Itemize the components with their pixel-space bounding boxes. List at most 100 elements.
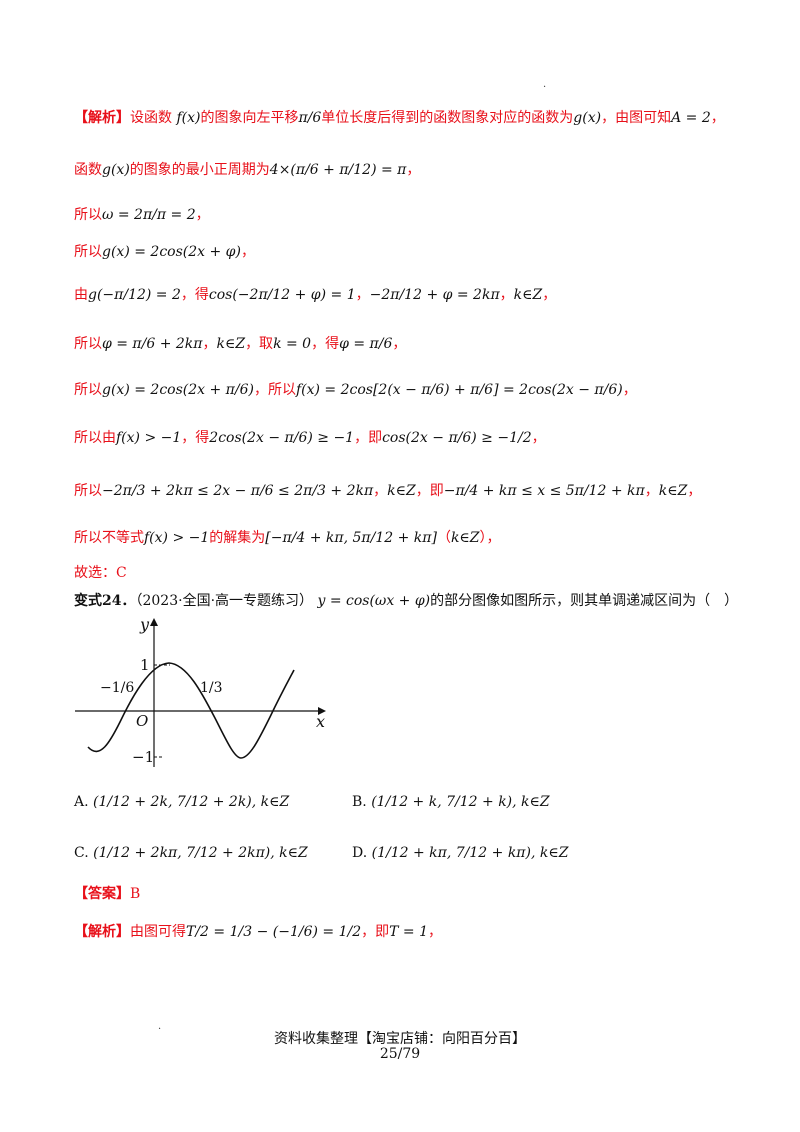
text: ， [196,207,210,223]
text: 所以 [74,244,102,260]
question-line: 变式24．（2023·全国·高一专题练习） y = cos(ωx + φ)的部分… [74,591,740,611]
text: ，即 [361,924,389,940]
answer-value: B [130,886,140,902]
origin-label: O [136,712,148,730]
math-a-eq-2: A = 2 [671,110,711,126]
option-letter: B. [352,794,367,810]
text: 由 [74,287,88,303]
text: ， [202,336,216,352]
math: f(x) = 2cos[2(x − π/6) + π/6] = 2cos(2x … [296,382,623,398]
math: −2π/12 + φ = 2kπ [370,287,500,303]
math-gx: g(x) [573,110,601,126]
tick-1-label: 1 [140,656,150,674]
math: 2cos(2x − π/6) ≥ −1 [209,430,354,446]
text: 由图可得 [130,924,186,940]
tick-neg1-label: −1 [132,748,154,766]
text: 所以 [74,207,102,223]
text: ）， [480,530,501,546]
text: ， [406,162,420,178]
math: −2π/3 + 2kπ ≤ 2x − π/6 ≤ 2π/3 + 2kπ [102,483,373,499]
math: g(x) = 2cos(2x + φ) [102,244,241,260]
solution-line-1: 【解析】设函数 f(x)的图象向左平移π/6单位长度后得到的函数图象对应的函数为… [74,108,740,128]
text: ，即 [354,430,382,446]
solution-line-4: 所以g(x) = 2cos(2x + φ)， [74,242,740,262]
text: ， [532,430,546,446]
label-third: 1/3 [200,680,223,696]
text: ， [542,287,556,303]
solution-line-7: 所以g(x) = 2cos(2x + π/6)，所以f(x) = 2cos[2(… [74,380,740,400]
math: g(x) [102,162,130,178]
math: k∈Z [659,483,688,499]
text: 所以 [74,382,102,398]
solution-line-8: 所以由f(x) > −1，得2cos(2x − π/6) ≥ −1，即cos(2… [74,428,740,448]
math: cos(−2π/12 + φ) = 1 [209,287,356,303]
text: ，取 [245,336,273,352]
solution2-line: 【解析】由图可得T/2 = 1/3 − (−1/6) = 1/2，即T = 1， [74,922,740,942]
option-math: (1/12 + kπ, 7/12 + kπ), k∈Z [372,845,569,861]
solution-line-6: 所以φ = π/6 + 2kπ，k∈Z，取k = 0，得φ = π/6， [74,334,740,354]
answer-tag: 【答案】 [74,886,130,902]
math: k∈Z [387,483,416,499]
math: 4×(π/6 + π/12) = π [270,162,407,178]
text: 的图象向左平移 [200,110,298,126]
answer-choice-line: 故选：C [74,563,740,583]
text: 的解集为 [209,530,265,546]
text: 单位长度后得到的函数图象对应的函数为 [321,110,573,126]
question-label: 变式24． [74,593,135,609]
math: k = 0 [273,336,311,352]
option-letter: C. [74,845,89,861]
math: [−π/4 + kπ, 5π/12 + kπ] [265,530,437,546]
math: g(−π/12) = 2 [88,287,181,303]
page-number: 25/79 [0,1046,800,1062]
math-fx: f(x) [176,110,200,126]
text: ， [241,244,255,260]
text: ，由图可知 [601,110,671,126]
text: 函数 [74,162,102,178]
text: ， [645,483,659,499]
option-b[interactable]: B. (1/12 + k, 7/12 + k), k∈Z [352,794,550,810]
label-neg-sixth: −1/6 [100,680,134,696]
option-letter: D. [352,845,367,861]
math-pi-over-6: π/6 [298,110,321,126]
text: ，得 [311,336,339,352]
text: 所以 [74,336,102,352]
text: 所以由 [74,430,116,446]
function-graph: y x O 1 −1 −1/6 1/3 [70,612,340,772]
math: f(x) > −1 [116,430,181,446]
math: k∈Z [514,287,543,303]
x-axis-label: x [316,712,325,731]
question-source: （2023·全国·高一专题练习） [135,593,313,609]
text: ， [623,382,637,398]
text: ， [500,287,514,303]
option-c[interactable]: C. (1/12 + 2kπ, 7/12 + 2kπ), k∈Z [74,845,308,861]
text: ，得 [181,430,209,446]
math: k∈Z [451,530,480,546]
y-axis-label: y [139,615,150,634]
solution-line-2: 函数g(x)的图象的最小正周期为4×(π/6 + π/12) = π， [74,160,740,180]
option-letter: A. [74,794,89,810]
option-d[interactable]: D. (1/12 + kπ, 7/12 + kπ), k∈Z [352,845,568,861]
solution-line-3: 所以ω = 2π/π = 2， [74,205,740,225]
text: （ [437,530,451,546]
math: cos(2x − π/6) ≥ −1/2 [382,430,532,446]
y-axis-arrow-icon [150,618,158,626]
footer-source: 资料收集整理【淘宝店铺：向阳百分百】 [0,1028,800,1048]
text: ，所以 [254,382,296,398]
solution-line-5: 由g(−π/12) = 2，得cos(−2π/12 + φ) = 1，−2π/1… [74,285,740,305]
text: 所以不等式 [74,530,144,546]
math: T/2 = 1/3 − (−1/6) = 1/2 [186,924,361,940]
option-math: (1/12 + 2k, 7/12 + 2k), k∈Z [93,794,289,810]
stray-dot: · [543,82,546,93]
solution-line-9: 所以−2π/3 + 2kπ ≤ 2x − π/6 ≤ 2π/3 + 2kπ，k∈… [74,481,740,501]
answer-line: 【答案】B [74,884,740,904]
math: φ = π/6 + 2kπ [102,336,202,352]
analysis-tag: 【解析】 [74,110,130,126]
analysis-tag: 【解析】 [74,924,130,940]
option-a[interactable]: A. (1/12 + 2k, 7/12 + 2k), k∈Z [74,794,289,810]
text: 的图象的最小正周期为 [130,162,270,178]
math: −π/4 + kπ ≤ x ≤ 5π/12 + kπ [444,483,645,499]
option-math: (1/12 + 2kπ, 7/12 + 2kπ), k∈Z [93,845,308,861]
math: φ = π/6 [339,336,392,352]
math: g(x) = 2cos(2x + π/6) [102,382,254,398]
option-math: (1/12 + k, 7/12 + k), k∈Z [371,794,549,810]
